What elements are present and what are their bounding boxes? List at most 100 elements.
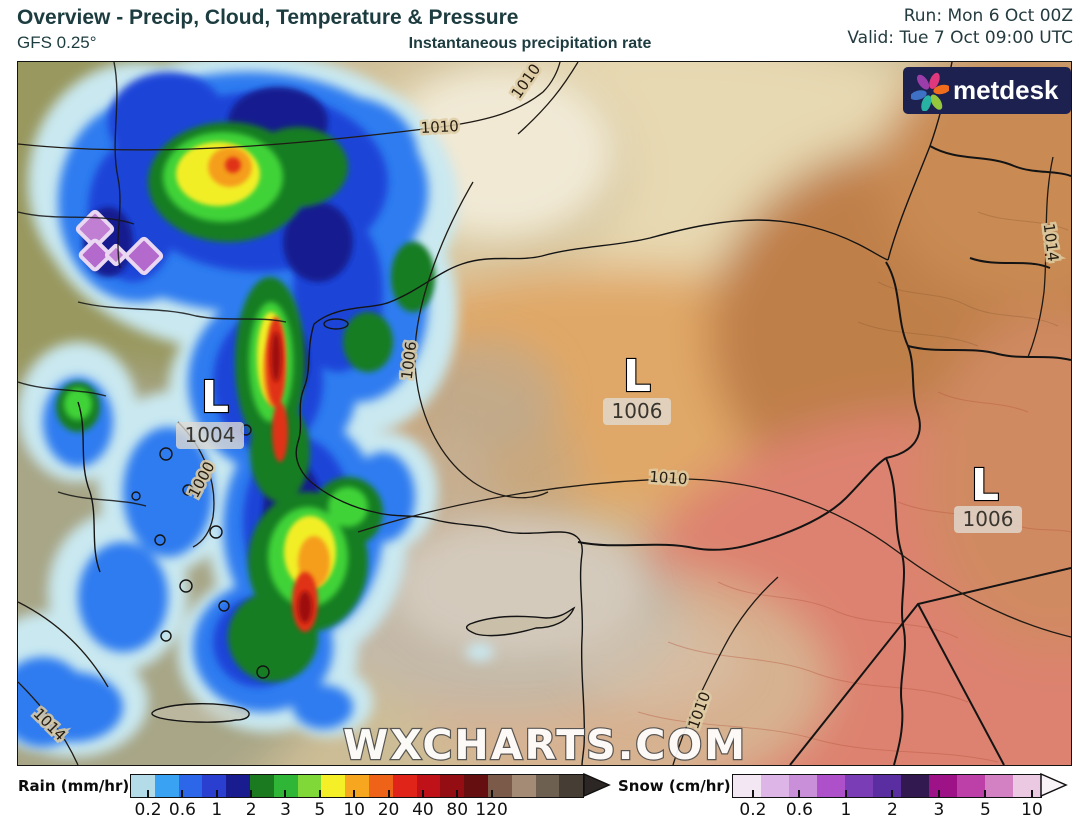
low-pressure-symbol: L: [971, 460, 999, 511]
legend-tick: [798, 790, 801, 797]
low-pressure-symbol: L: [623, 351, 651, 402]
pressure-value: 1006: [963, 507, 1014, 531]
legend-tick: [891, 790, 894, 797]
rain-legend-label: Rain (mm/hr): [18, 777, 130, 795]
legend-color-segment: [321, 775, 346, 797]
run-valid-block: Run: Mon 6 Oct 00Z Valid: Tue 7 Oct 09:0…: [847, 5, 1073, 49]
isobar-label: 1010: [649, 468, 688, 489]
isobar-label: 1010: [420, 117, 459, 137]
balkan-borders: [18, 62, 287, 507]
page-title: Overview - Precip, Cloud, Temperature & …: [17, 6, 519, 29]
legend-tick-label: 5: [980, 800, 991, 820]
legend-tick: [318, 790, 321, 797]
metdesk-logo: metdesk: [903, 67, 1071, 114]
map-area: 1010 1010 1006 1000 1010 1014 1010 1014 …: [17, 61, 1072, 766]
rain-color-scale: [130, 774, 584, 798]
metdesk-flower-icon: [911, 72, 949, 111]
weather-map: 1010 1010 1006 1000 1010 1014 1010 1014 …: [18, 62, 1071, 765]
legend-color-segment: [368, 775, 393, 797]
legend-color-segment: [154, 775, 179, 797]
legend-tick: [490, 790, 493, 797]
legend-color-segment: [789, 775, 817, 797]
legend-color-segment: [761, 775, 789, 797]
snow-legend-label: Snow (cm/hr): [618, 777, 731, 795]
legend-color-segment: [392, 775, 417, 797]
legend-tick-label: 2: [887, 800, 898, 820]
legend-color-segment: [985, 775, 1013, 797]
legend-tick-label: 80: [446, 800, 469, 820]
legend-color-segment: [873, 775, 901, 797]
legend-color-segment: [487, 775, 512, 797]
legend-tick: [937, 790, 940, 797]
legend-tick-label: 2: [245, 800, 257, 820]
legend-color-segment: [901, 775, 929, 797]
legend-tick: [147, 790, 150, 797]
legend-color-segment: [416, 775, 441, 797]
legend-tick: [353, 790, 356, 797]
legend-tick: [215, 790, 218, 797]
legend-color-segment: [131, 775, 155, 797]
legend-tick: [456, 790, 459, 797]
legend-color-segment: [559, 775, 584, 797]
legend-tick-label: 10: [343, 800, 366, 820]
legend-tick: [844, 790, 847, 797]
legend-color-segment: [345, 775, 369, 797]
snow-diamonds: [75, 209, 164, 276]
legend-color-segment: [249, 775, 274, 797]
legend-tick-label: 1: [840, 800, 852, 820]
pressure-value-box: [176, 422, 244, 449]
valid-time: Valid: Tue 7 Oct 09:00 UTC: [847, 28, 1073, 48]
legend-tick-label: 0.6: [785, 800, 813, 820]
legend-color-segment: [202, 775, 227, 797]
legend-color-segment: [1013, 775, 1041, 797]
legend-tick-label: 5: [314, 800, 326, 820]
legend-tick: [250, 790, 253, 797]
legend-color-segment: [845, 775, 873, 797]
isobar-label: 1014: [1040, 222, 1063, 262]
legend-tick: [421, 790, 424, 797]
legend-color-segment: [733, 775, 761, 797]
legend-color-segment: [273, 775, 298, 797]
legend-tick: [387, 790, 390, 797]
legend-tick: [284, 790, 287, 797]
legend-tick-label: 0.6: [168, 800, 196, 820]
rain-arrow-icon: [583, 772, 611, 798]
pressure-value-box: [603, 398, 671, 425]
legend-color-segment: [957, 775, 985, 797]
low-pressure-symbol: L: [201, 372, 229, 423]
legend-tick: [1030, 790, 1033, 797]
legend-tick: [751, 790, 754, 797]
legend-color-segment: [297, 775, 322, 797]
pressure-value: 1004: [185, 423, 236, 447]
pressure-systems: L 1004 L 1006 L 1006: [176, 350, 1022, 533]
legend-tick: [181, 790, 184, 797]
snow-color-scale: [732, 774, 1042, 798]
legend-tick-label: 1: [211, 800, 223, 820]
metdesk-logo-text: metdesk: [953, 75, 1059, 105]
legend-color-segment: [535, 775, 560, 797]
legend-color-segment: [929, 775, 957, 797]
country-borders: [577, 145, 1071, 765]
pressure-value: 1006: [612, 399, 663, 423]
legend-color-segment: [817, 775, 845, 797]
watermark: WXCHARTS.COM: [343, 721, 747, 765]
pressure-value-box: [954, 506, 1022, 533]
legend-color-segment: [226, 775, 250, 797]
legend-color-segment: [511, 775, 536, 797]
legend-tick: [984, 790, 987, 797]
legend-color-segment: [440, 775, 465, 797]
precip-darkred-layer: [271, 332, 312, 623]
legend-tick-label: 10: [1021, 800, 1043, 820]
legend-tick-label: 0.2: [739, 800, 767, 820]
legend-tick-label: 120: [475, 800, 508, 820]
snow-arrow-icon: [1040, 772, 1068, 798]
legend-color-segment: [464, 775, 488, 797]
model-label: GFS 0.25°: [17, 33, 97, 52]
legend-tick-label: 3: [280, 800, 291, 820]
legend-tick-label: 40: [412, 800, 434, 820]
legend-tick-label: 20: [377, 800, 400, 820]
legend-tick-label: 3: [933, 800, 945, 820]
legend-color-segment: [178, 775, 203, 797]
variable-label: Instantaneous precipitation rate: [408, 35, 652, 52]
